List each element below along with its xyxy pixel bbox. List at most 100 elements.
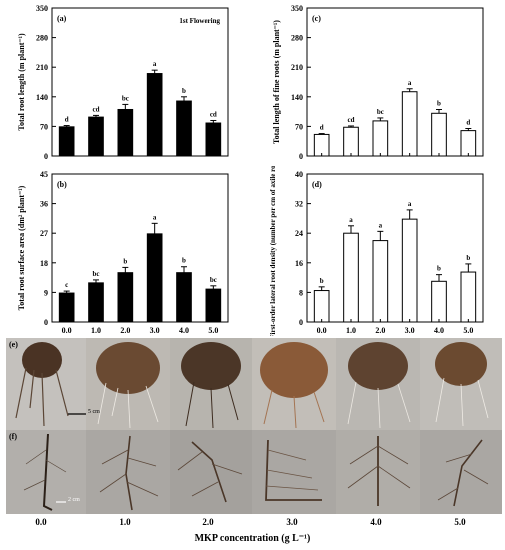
panel-label-e: (e) [9,340,18,349]
y-tick-label: 36 [40,200,48,209]
y-tick-label: 0 [299,318,303,327]
plot-frame [51,173,229,323]
y-tick-label: 16 [295,259,303,268]
root-mass-2 [181,342,241,429]
significance-letter: cd [93,105,100,113]
y-tick-label: 140 [36,93,48,102]
bar [431,112,447,157]
panel-label: (b) [57,180,67,189]
root-axis-0 [23,433,67,511]
root-axis-2 [177,441,243,503]
bar [205,288,222,323]
y-tick-label: 140 [291,93,303,102]
significance-letter: b [182,257,186,265]
plot-frame [306,173,484,323]
significance-letter: b [466,254,470,262]
y-tick-label: 280 [36,34,48,43]
significance-letter: d [320,124,324,132]
bar [205,122,222,157]
x-tick-label: 5.0 [463,326,473,335]
root-axis-5 [437,439,489,507]
x-tick-label: 3.0 [405,326,415,335]
significance-letter: b [123,257,127,265]
bar [146,73,163,157]
root-mass-1 [96,342,160,429]
chart-panel-c: 0 70 140 210 280 350 d cd bc a b d (c) Total length o… [272,4,484,161]
bar [343,232,359,323]
significance-letter: c [65,281,68,289]
panel-label-f: (f) [9,432,17,441]
root-mass-3 [260,342,328,429]
chart-panel-d: 0 8 16 24 32 40 b 0.0 a 1.0 a 2.0 a 3.0 b 4.0 b 5.0 (d) Fir… [269,166,484,336]
root-mass-4 [347,342,411,429]
chart-panel-b: 0 9 18 27 36 45 c 0.0 bc 1.0 b 2.0 a 3.0 b 4.0 bc 5.0 (b) T… [17,170,229,335]
bar [176,272,192,323]
bar [146,233,163,323]
photo-tick-5: 5.0 [454,517,466,527]
x-tick-label: 5.0 [208,326,218,335]
x-tick-label: 4.0 [179,326,189,335]
root-axis-4 [347,436,411,506]
root-photo-strip-f: (f) 2 cm [6,430,502,514]
y-tick-label: 210 [36,63,48,72]
y-tick-label: 210 [291,63,303,72]
x-tick-label: 1.0 [91,326,101,335]
bar [88,282,104,323]
significance-letter: d [65,116,69,124]
bar [401,218,418,323]
y-axis-label: Total length of fine roots (m plant⁻¹) [272,20,281,144]
significance-letter: d [466,119,470,127]
significance-letter: bc [210,276,217,284]
y-axis-label: Total root length (m plant⁻¹) [17,33,26,131]
x-tick-label: 2.0 [375,326,385,335]
significance-letter: a [408,79,412,87]
bar [58,292,75,323]
photo-tick-1: 1.0 [119,517,131,527]
significance-letter: b [182,87,186,95]
x-tick-label: 3.0 [150,326,160,335]
y-tick-label: 350 [36,4,48,13]
y-tick-label: 70 [295,122,303,131]
bar [372,240,389,323]
bar [176,100,192,157]
x-tick-label: 1.0 [346,326,356,335]
photo-axis-label: MKP concentration (g L⁻¹) [194,533,311,544]
bar [401,91,418,157]
bar [117,272,134,323]
y-tick-label: 40 [295,170,303,179]
y-axis-label: First-order lateral root density (number… [269,166,277,336]
x-tick-label: 0.0 [317,326,327,335]
significance-letter: cd [210,110,217,118]
significance-letter: b [437,265,441,273]
bar [431,280,447,323]
significance-letter: bc [122,94,129,102]
bar [58,126,75,157]
y-tick-label: 0 [299,152,303,161]
significance-letter: a [349,216,353,224]
y-tick-label: 9 [44,288,48,297]
scale-label-e: 5 cm [88,409,100,415]
y-tick-label: 32 [295,200,303,209]
y-axis-label: Total root surface area (dm² plant⁻¹) [17,185,26,310]
x-tick-label: 2.0 [120,326,130,335]
y-tick-label: 70 [40,122,48,131]
y-tick-label: 45 [40,170,48,179]
bar [460,271,477,323]
y-tick-label: 350 [291,4,303,13]
y-tick-label: 27 [40,229,48,238]
bar [372,120,389,157]
panel-annotation: 1st Flowering [179,17,220,25]
photo-tick-4: 4.0 [370,517,382,527]
plot-frame [306,7,484,157]
bar [88,116,104,157]
root-mass-0 [15,342,69,427]
y-tick-label: 280 [291,34,303,43]
photo-tick-0: 0.0 [35,517,47,527]
panel-label: (a) [57,14,67,23]
significance-letter: cd [348,116,355,124]
root-axis-3 [265,439,322,501]
significance-letter: a [153,60,157,68]
root-photo-strip-e: (e) 5 cm [6,338,502,430]
bar [313,133,330,157]
scale-label-f: 2 cm [68,497,80,503]
